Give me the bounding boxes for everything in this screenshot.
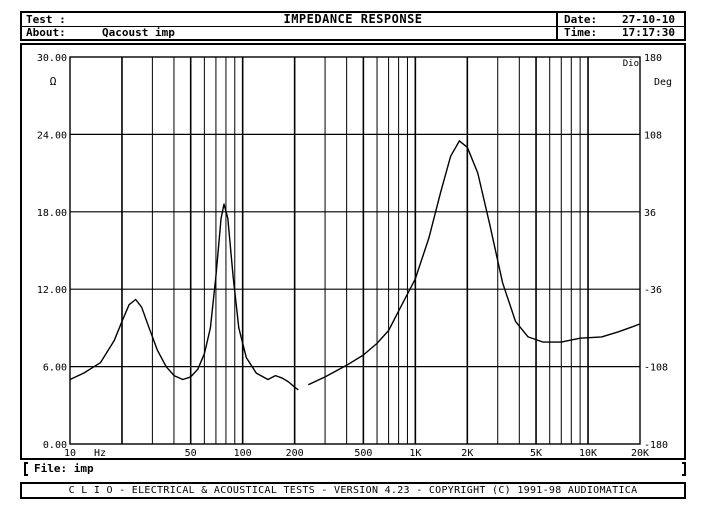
y2-tick-label: -180 <box>644 440 668 451</box>
y-tick-label: 30.00 <box>37 53 67 64</box>
x-axis-unit: Hz <box>94 448 106 459</box>
about-label: About: <box>26 26 66 39</box>
y-tick-label: 18.00 <box>37 208 67 219</box>
chart-area: 0.00 6.00 12.00 18.00 24.00 30.00 Ω -180 -108 -36… <box>20 43 686 460</box>
x-tick-label: 5K <box>530 448 542 459</box>
series-group <box>69 140 641 391</box>
footer-bar: C L I O - ELECTRICAL & ACOUSTICAL TESTS … <box>20 482 686 499</box>
y-tick-label: 0.00 <box>43 440 67 451</box>
y-axis-unit: Ω <box>50 75 57 88</box>
chart-title: IMPEDANCE RESPONSE <box>283 12 423 26</box>
date-value: 27-10-10 <box>622 13 675 26</box>
header-separator <box>556 13 558 39</box>
grid <box>69 56 641 445</box>
time-value: 17:17:30 <box>622 26 675 39</box>
x-tick-label: 200 <box>286 448 304 459</box>
x-tick-label: 10 <box>64 448 76 459</box>
y-tick-label: 24.00 <box>37 130 67 141</box>
impedance-curve-segment-1 <box>69 203 299 391</box>
impedance-chart: 0.00 6.00 12.00 18.00 24.00 30.00 Ω -180 -108 -36… <box>37 53 672 459</box>
test-label: Test : <box>26 13 66 26</box>
x-tick-label: 500 <box>354 448 372 459</box>
test-info-cell: Test : About: Qacoust imp <box>22 13 222 39</box>
file-label-text: File: <box>34 462 68 475</box>
y2-axis-unit: Deg <box>654 77 672 88</box>
x-tick-label: 2K <box>461 448 473 459</box>
x-tick-label: 100 <box>234 448 252 459</box>
file-label: File: imp <box>34 462 94 476</box>
date-time-cell: Date: 27-10-10 Time: 17:17:30 <box>560 13 684 39</box>
y2-tick-label: 108 <box>644 130 662 141</box>
y2-tick-label: 36 <box>644 208 656 219</box>
y2-tick-label: -36 <box>644 285 662 296</box>
file-bar-left-bracket <box>24 462 28 476</box>
header-divider <box>22 26 684 27</box>
y-tick-label: 6.00 <box>43 363 67 374</box>
file-name: imp <box>73 462 94 475</box>
time-label: Time: <box>564 26 598 39</box>
corner-label: Dio <box>623 59 639 69</box>
plot-frame <box>20 43 686 460</box>
impedance-curve-segment-2 <box>308 140 641 386</box>
x-tick-label: 1K <box>409 448 421 459</box>
file-bar: File: imp <box>24 462 686 478</box>
file-bar-right-bracket <box>682 462 686 476</box>
x-tick-label: 20K <box>631 448 649 459</box>
about-value: Qacoust imp <box>102 26 175 39</box>
axis-labels: 0.00 6.00 12.00 18.00 24.00 30.00 Ω -180 -108 -36… <box>37 53 672 459</box>
header-bar: Test : About: Qacoust imp IMPEDANCE RESP… <box>20 11 686 41</box>
date-label: Date: <box>564 13 598 26</box>
y-tick-label: 12.00 <box>37 285 67 296</box>
y2-tick-label: 180 <box>644 53 662 64</box>
x-tick-label: 50 <box>185 448 197 459</box>
x-tick-label: 10K <box>579 448 597 459</box>
y2-tick-label: -108 <box>644 363 668 374</box>
footer-copyright: C L I O - ELECTRICAL & ACOUSTICAL TESTS … <box>68 485 638 496</box>
plot-border <box>69 56 641 445</box>
